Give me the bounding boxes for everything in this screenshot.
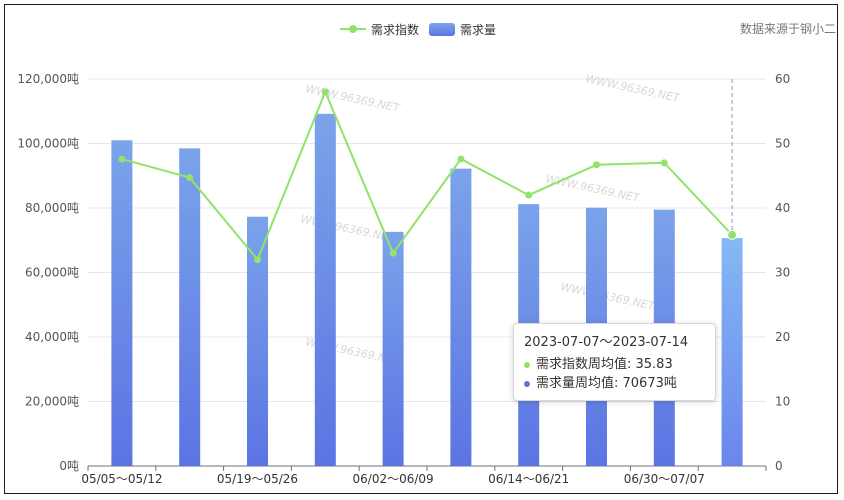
y-right-tick-label: 50	[775, 137, 790, 151]
volume-bar[interactable]	[247, 216, 268, 466]
y-left-tick-label: 120,000吨	[17, 72, 79, 86]
y-left-tick-label: 20,000吨	[25, 395, 79, 409]
index-point[interactable]	[525, 191, 533, 199]
y-left-tick-label: 40,000吨	[25, 330, 79, 344]
x-tick-label: 05/05～05/12	[81, 472, 162, 486]
volume-bar[interactable]	[721, 238, 743, 466]
volume-bar[interactable]	[179, 148, 201, 466]
tooltip-row-volume: 需求量周均值: 70673吨	[524, 374, 705, 393]
legend-line-icon	[340, 22, 366, 36]
watermark-text: WWW.96369.NET	[544, 172, 641, 205]
volume-dot-icon	[524, 380, 530, 387]
y-right-tick-label: 20	[775, 330, 790, 344]
index-point[interactable]	[593, 161, 600, 169]
legend-index-label: 需求指数	[371, 22, 420, 37]
legend-item-volume[interactable]: 需求量	[429, 21, 496, 38]
volume-bar[interactable]	[450, 168, 472, 466]
y-left-tick-label: 60,000吨	[25, 266, 79, 280]
index-line	[121, 89, 733, 262]
tooltip-title: 2023-07-07～2023-07-14	[524, 335, 689, 350]
legend-bar-icon	[429, 22, 456, 36]
index-point[interactable]	[254, 256, 261, 264]
y-right-tick-label: 10	[775, 395, 790, 409]
y-right-tick-label: 60	[775, 72, 790, 86]
x-tick-label: 05/19～05/26	[217, 472, 298, 486]
legend-item-index[interactable]: 需求指数	[340, 21, 419, 38]
index-point[interactable]	[118, 155, 126, 163]
y-left-tick-label: 100,000吨	[17, 137, 79, 151]
x-tick-label: 06/30～07/07	[624, 472, 705, 486]
chart-tooltip: 2023-07-07～2023-07-14 需求指数周均值: 35.83 需求量…	[513, 323, 716, 401]
x-tick-label: 06/14～06/21	[488, 472, 569, 486]
y-right-tick-label: 0	[775, 459, 783, 473]
index-point[interactable]	[727, 229, 738, 240]
x-tick-label: 06/02～06/09	[353, 472, 434, 486]
index-dot-icon	[524, 361, 530, 368]
index-point[interactable]	[321, 88, 329, 96]
y-right-tick-label: 40	[775, 201, 790, 215]
tooltip-row-index: 需求指数周均值: 35.83	[524, 355, 705, 374]
index-point[interactable]	[457, 155, 465, 163]
y-left-tick-label: 0吨	[59, 459, 79, 473]
volume-bar[interactable]	[314, 113, 336, 466]
legend-volume-label: 需求量	[460, 22, 497, 37]
index-point[interactable]	[660, 159, 668, 167]
volume-bar[interactable]	[111, 140, 133, 466]
y-right-tick-label: 30	[775, 266, 790, 280]
y-left-tick-label: 80,000吨	[25, 201, 79, 215]
chart-frame	[4, 4, 838, 494]
volume-bar[interactable]	[382, 231, 404, 466]
watermark-text: WWW.96369.NET	[584, 72, 681, 105]
tooltip-volume-value: 需求量周均值: 70673吨	[536, 376, 677, 391]
chart-legend[interactable]: 需求指数 需求量	[340, 20, 506, 38]
tooltip-index-value: 需求指数周均值: 35.83	[536, 357, 673, 372]
watermark-text: WWW.96369.NET	[559, 280, 656, 313]
data-source-note: 数据来源于钢小二	[739, 22, 836, 36]
index-point[interactable]	[186, 174, 194, 182]
index-point[interactable]	[389, 249, 397, 257]
